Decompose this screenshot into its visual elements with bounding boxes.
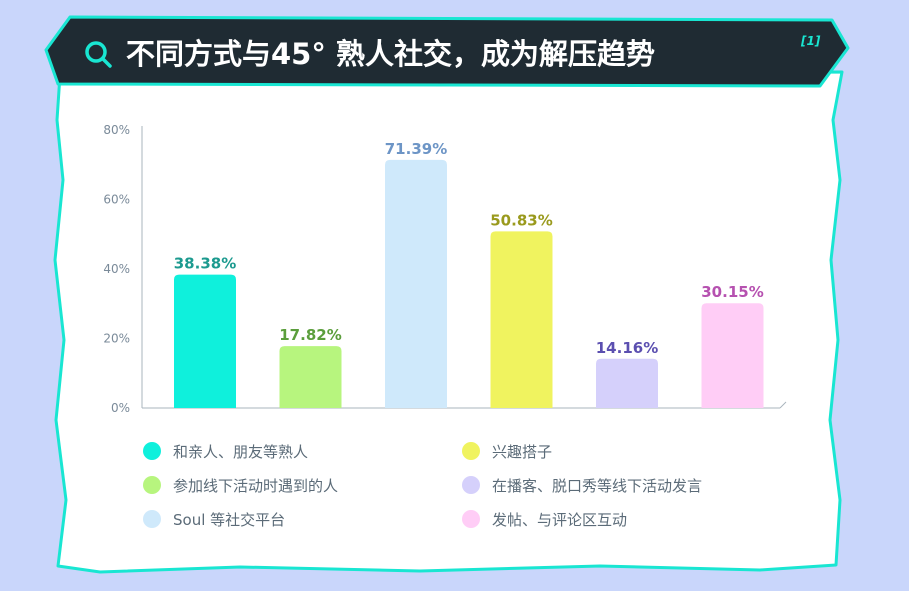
legend-item-label: 在播客、脱口秀等线下活动发言 xyxy=(492,477,702,495)
bar-value-label: 14.16% xyxy=(596,339,658,357)
bar xyxy=(596,358,658,408)
legend-swatch xyxy=(462,510,480,528)
bar-value-label: 38.38% xyxy=(174,255,236,273)
title-banner xyxy=(44,15,850,88)
legend-item-label: Soul 等社交平台 xyxy=(173,511,285,529)
search-icon xyxy=(85,41,112,68)
bar xyxy=(385,159,447,408)
legend-item-label: 参加线下活动时遇到的人 xyxy=(173,477,338,495)
title-citation: [1] xyxy=(800,34,821,48)
y-tick-label: 60% xyxy=(103,193,130,207)
card-frame xyxy=(53,70,844,574)
bar xyxy=(279,346,342,408)
bar-value-label: 71.39% xyxy=(385,140,447,158)
legend-swatch xyxy=(143,510,161,528)
bars xyxy=(174,159,764,408)
value-labels: 38.38% 17.82% 71.39% 50.83% 14.16% 30.15% xyxy=(174,140,764,357)
bar xyxy=(174,274,236,408)
legend-item-label: 和亲人、朋友等熟人 xyxy=(173,443,308,461)
legend-swatch xyxy=(462,476,480,494)
bar-value-label: 30.15% xyxy=(701,283,763,301)
bar-value-label: 50.83% xyxy=(490,211,552,229)
bar-value-label: 17.82% xyxy=(279,326,341,344)
y-tick-label: 20% xyxy=(103,332,130,346)
legend-item-label: 发帖、与评论区互动 xyxy=(492,511,627,529)
legend-swatch xyxy=(462,442,480,460)
bar xyxy=(490,231,553,408)
legend-swatch xyxy=(143,442,161,460)
bar xyxy=(701,303,764,408)
y-tick-label: 40% xyxy=(103,262,130,276)
x-axis-end xyxy=(779,401,787,409)
legend-swatch xyxy=(143,476,161,494)
legend-item-label: 兴趣搭子 xyxy=(492,443,552,461)
y-tick-labels: 0% 20% 40% 60% 80% xyxy=(103,123,130,415)
page-title: 不同方式与45° 熟人社交，成为解压趋势 xyxy=(126,37,655,71)
y-tick-label: 80% xyxy=(103,123,130,137)
y-tick-label: 0% xyxy=(111,401,130,415)
